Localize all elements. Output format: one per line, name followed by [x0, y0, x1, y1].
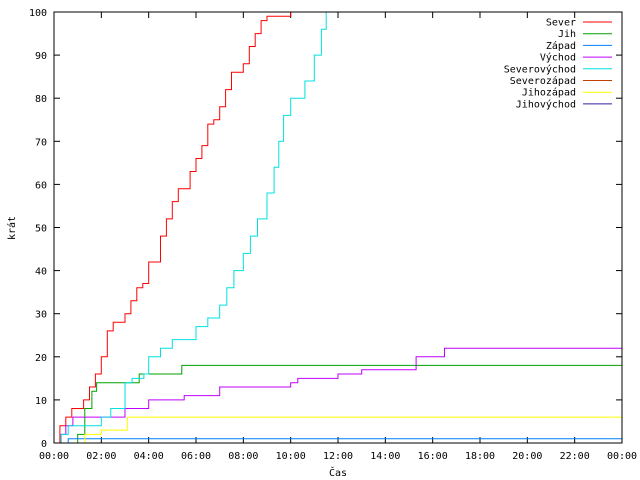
y-tick-label: 100 — [29, 8, 47, 19]
y-tick-label: 60 — [35, 180, 47, 191]
x-axis-label: Čas — [329, 466, 347, 479]
legend-label: Jih — [558, 29, 576, 40]
y-tick-label: 10 — [35, 396, 47, 407]
x-tick-label: 04:00 — [134, 451, 164, 462]
x-tick-label: 00:00 — [607, 451, 637, 462]
legend-label: Sever — [546, 18, 576, 29]
y-tick-label: 20 — [35, 353, 47, 364]
x-tick-label: 18:00 — [465, 451, 495, 462]
axis-ticks: 0 10 20 30 40 50 60 70 80 90 100 00:00 02:00 04:00 06:… — [29, 8, 637, 462]
x-tick-label: 12:00 — [323, 451, 353, 462]
x-tick-label: 20:00 — [512, 451, 542, 462]
y-tick-label: 90 — [35, 51, 47, 62]
legend-label: Západ — [546, 40, 576, 52]
x-tick-label: 00:00 — [39, 451, 69, 462]
legend-label: Jihovýchod — [516, 98, 576, 110]
y-tick-label: 30 — [35, 310, 47, 321]
series-line — [54, 12, 292, 444]
series-line — [54, 12, 327, 444]
y-axis-label: krát — [6, 216, 18, 240]
x-tick-label: 10:00 — [276, 451, 306, 462]
legend-label: Severovýchod — [504, 63, 576, 75]
legend-label: Východ — [540, 52, 576, 64]
x-tick-label: 06:00 — [181, 451, 211, 462]
x-tick-label: 22:00 — [560, 451, 590, 462]
legend: SeverJihZápadVýchodSeverovýchodSeverozáp… — [504, 18, 612, 110]
x-tick-label: 14:00 — [370, 451, 400, 462]
series-line — [54, 339, 623, 444]
legend-label: Severozápad — [510, 75, 576, 87]
plot-frame — [53, 11, 623, 444]
y-tick-label: 70 — [35, 137, 47, 148]
x-tick-label: 16:00 — [418, 451, 448, 462]
x-tick-label: 08:00 — [228, 451, 258, 462]
x-tick-label: 02:00 — [86, 451, 116, 462]
y-tick-label: 0 — [41, 439, 47, 450]
y-tick-label: 50 — [35, 224, 47, 235]
legend-label: Jihozápad — [522, 87, 576, 99]
y-tick-label: 40 — [35, 267, 47, 278]
series-line — [54, 364, 622, 444]
y-tick-label: 80 — [35, 94, 47, 105]
